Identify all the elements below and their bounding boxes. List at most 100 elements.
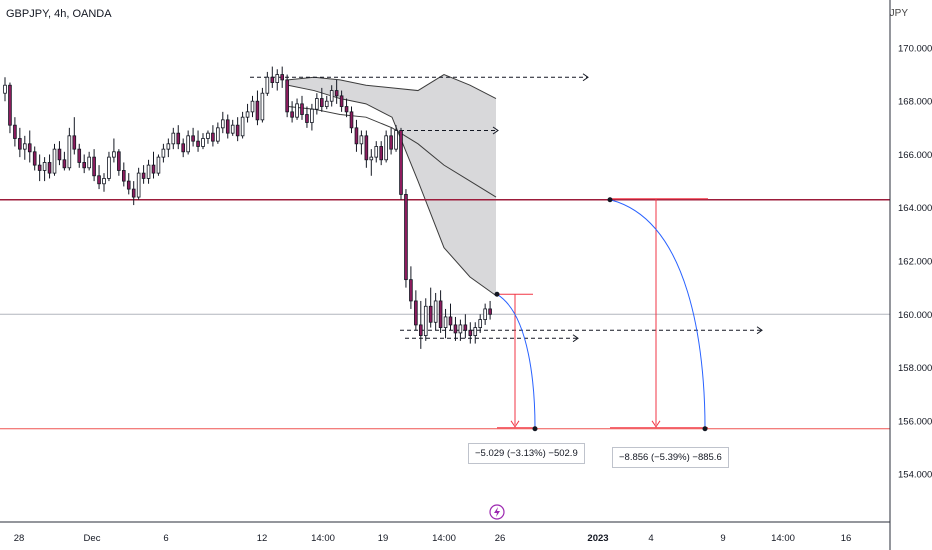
candle (112, 138, 116, 163)
y-tick-label: 156.000 (898, 416, 932, 427)
candle-body (201, 138, 205, 147)
candle-body (359, 135, 364, 145)
candle-body (354, 127, 359, 145)
x-tick-label: 12 (257, 533, 268, 544)
bolt-icon-glyph (494, 507, 500, 517)
candle-body (181, 143, 186, 153)
measure1-start-point (494, 291, 500, 297)
candle (319, 87, 324, 112)
candle (22, 135, 27, 160)
candle-body (8, 84, 12, 126)
candle-body (146, 164, 151, 179)
measure2-curve (609, 199, 706, 428)
measure2-arrowhead (651, 420, 661, 428)
candle-body (285, 79, 289, 113)
candle (364, 130, 369, 168)
candle-body (107, 156, 111, 179)
candle (186, 130, 190, 155)
candle (107, 151, 111, 182)
candle (206, 130, 210, 144)
candle-body (270, 76, 275, 83)
candle (67, 127, 72, 171)
candle-body (136, 172, 141, 198)
bolt-icon (489, 504, 505, 520)
candle-body (156, 156, 161, 174)
candle (216, 122, 220, 144)
candle (18, 127, 22, 158)
y-tick-label: 168.000 (898, 97, 932, 108)
candle-body (399, 130, 403, 195)
candle (428, 287, 433, 328)
candle-body (176, 132, 181, 145)
candle (126, 173, 131, 195)
candle (47, 154, 52, 179)
candle (32, 146, 37, 171)
candle-body (443, 316, 448, 328)
candle (369, 149, 374, 176)
y-tick-label: 170.000 (898, 43, 932, 54)
candle (389, 127, 393, 155)
candle-body (414, 300, 418, 326)
candle-body (77, 148, 82, 163)
candle-body (364, 135, 369, 161)
candle-body (319, 98, 324, 107)
candle-body (344, 106, 349, 113)
x-tick-label: 26 (495, 533, 506, 544)
x-tick-label: 14:00 (771, 533, 795, 544)
candle-body (112, 151, 116, 158)
dashed-line-arrowhead-2 (492, 126, 499, 135)
candle (72, 117, 77, 155)
candle-body (433, 300, 438, 323)
symbol-title[interactable]: GBPJPY, 4h, OANDA (6, 8, 112, 20)
currency-label: JPY (889, 8, 908, 19)
candle-body (488, 308, 492, 315)
y-tick-label: 160.000 (898, 310, 932, 321)
candle (349, 106, 354, 134)
candle (52, 143, 57, 176)
candle (13, 117, 17, 147)
candle-body (349, 111, 354, 129)
candle (458, 319, 463, 341)
measure2-start-point (607, 197, 613, 203)
y-tick-label: 164.000 (898, 203, 932, 214)
candle-body (87, 156, 91, 169)
candle-body (122, 170, 126, 182)
candle-body (92, 156, 96, 177)
y-tick-label: 154.000 (898, 470, 932, 481)
candle-body (453, 324, 458, 334)
candle (87, 151, 91, 171)
candle (453, 316, 458, 341)
projection-band (287, 74, 497, 297)
candle (270, 66, 275, 88)
candle (265, 71, 270, 96)
candle (37, 154, 42, 182)
candle-body (186, 135, 190, 153)
candle (334, 79, 339, 104)
candle-body (37, 164, 42, 171)
candle (97, 165, 101, 190)
candle (250, 95, 255, 118)
candle (57, 141, 62, 166)
candle-body (126, 180, 131, 190)
candle (82, 154, 87, 174)
candle (399, 127, 403, 200)
candle (280, 66, 284, 88)
candle-body (389, 135, 393, 150)
measurement-tools (494, 197, 708, 432)
candle (176, 125, 181, 150)
candle (8, 82, 12, 134)
candle (62, 151, 67, 171)
measurement-label-2: −8.856 (−5.39%) −885.6 (612, 447, 729, 468)
candle (151, 151, 156, 179)
candle-body (196, 140, 200, 147)
candle (488, 300, 492, 320)
candle-body (151, 164, 156, 174)
candle-body (72, 135, 77, 150)
candle-body (171, 132, 176, 145)
candle-body (141, 172, 146, 179)
candle (359, 130, 364, 155)
measurement-label-1: −5.029 (−3.13%) −502.9 (468, 443, 585, 464)
x-tick-label: 9 (720, 533, 725, 544)
